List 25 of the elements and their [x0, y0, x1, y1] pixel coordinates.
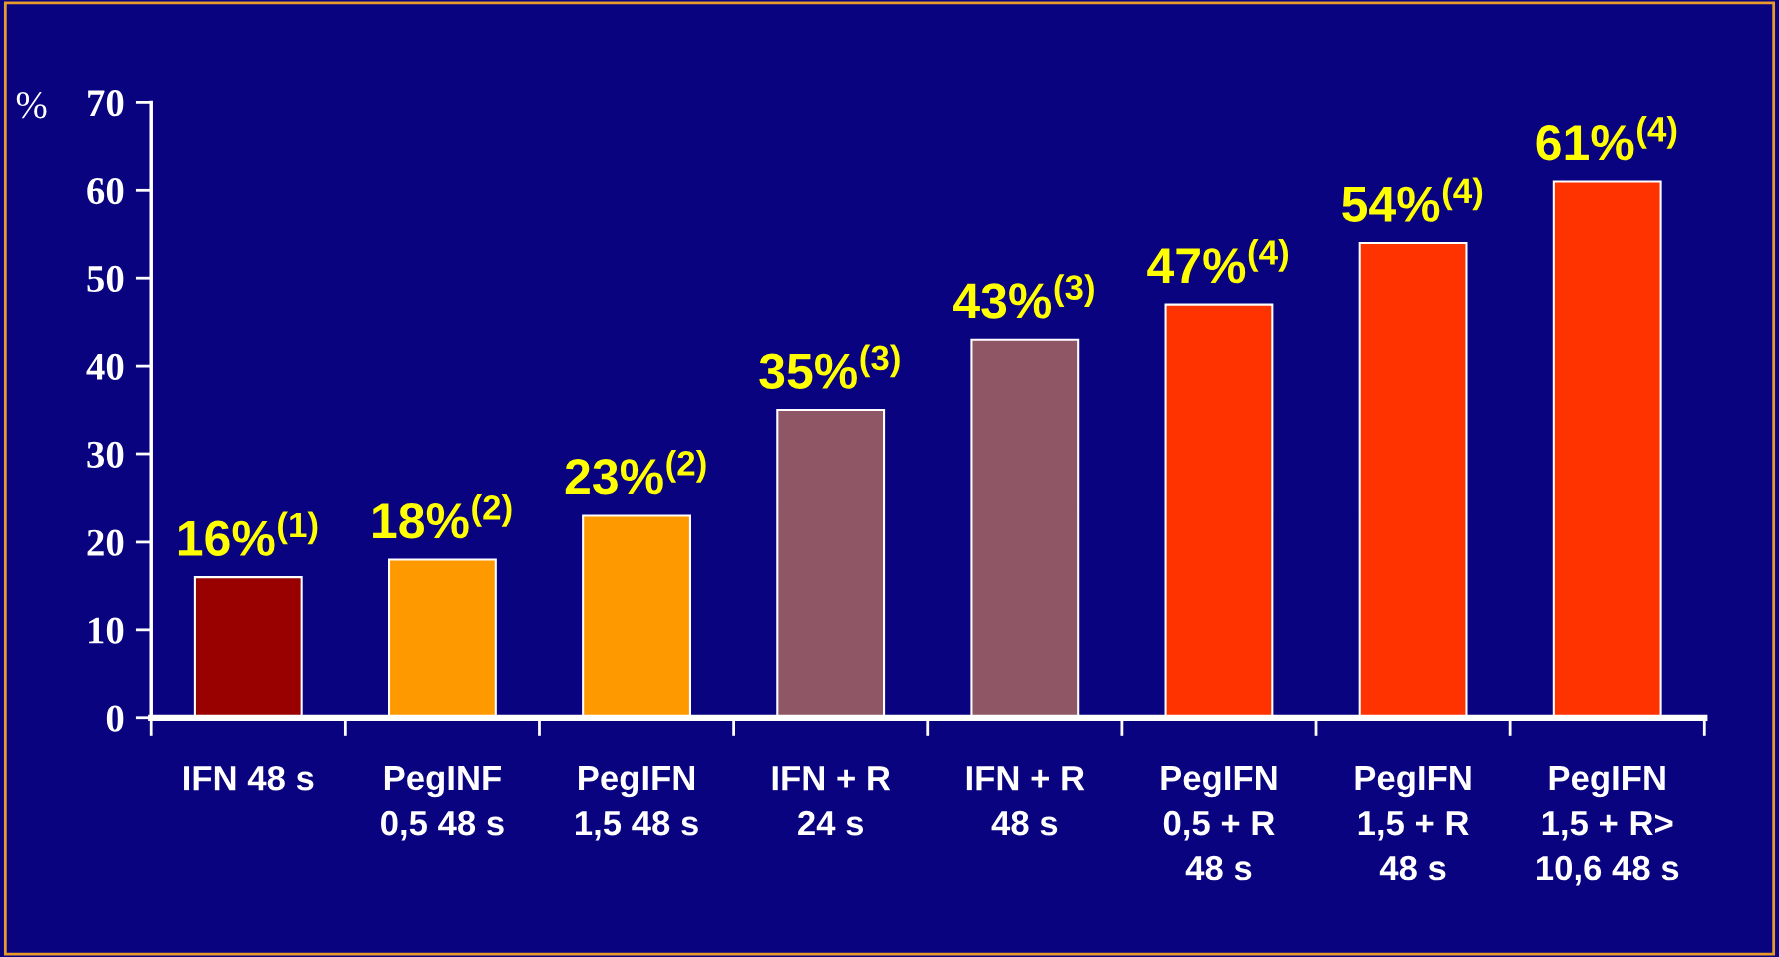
data-label: 61%$^{(4)}$: [1536, 116, 1677, 161]
y-tick-label: 20: [87, 529, 124, 556]
x-tick-label: PegIFN 1,5 48 s: [575, 766, 698, 841]
y-tick-label: 70: [88, 90, 124, 117]
x-tick-label: IFN + R 48 s: [966, 766, 1085, 836]
x-tick-label: IFN + R 24 s: [772, 766, 891, 836]
data-label: 35%$^{(3)}$: [759, 344, 900, 389]
y-tick-label: 0: [106, 705, 124, 732]
x-tick-label: PegINF 0,5 48 s: [381, 766, 504, 841]
y-tick-label: 30: [87, 441, 124, 468]
y-axis-title: %: [16, 92, 47, 119]
data-label: 47%$^{(4)}$: [1147, 239, 1289, 284]
data-label: 23%$^{(2)}$: [565, 450, 706, 495]
y-tick-label: 40: [86, 353, 124, 380]
x-tick-label: PegIFN 0,5 + R 48 s: [1161, 766, 1277, 881]
y-tick-label: 60: [87, 177, 124, 205]
x-tick-label: PegIFN 1,5 + R> 10,6 48 s: [1537, 766, 1679, 886]
data-label: 18%$^{(2)}$: [373, 494, 512, 539]
y-tick-label: 50: [87, 265, 124, 293]
data-label: 43%$^{(3)}$: [953, 274, 1094, 319]
y-tick-label: 10: [89, 617, 124, 644]
x-tick-label: IFN 48 s: [184, 765, 314, 791]
data-label: 54%$^{(4)}$: [1342, 177, 1483, 222]
x-tick-label: PegIFN 1,5 + R 48 s: [1355, 766, 1471, 881]
data-label: 16%$^{(1)}$: [178, 511, 318, 556]
